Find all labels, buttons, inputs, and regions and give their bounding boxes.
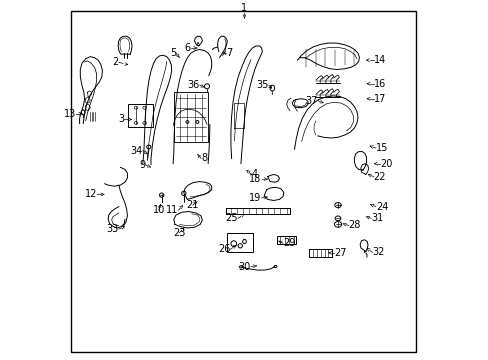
Text: 7: 7 bbox=[225, 48, 232, 58]
Bar bbox=[276, 236, 296, 244]
Text: 23: 23 bbox=[173, 228, 185, 238]
Text: 16: 16 bbox=[373, 79, 385, 89]
Bar bbox=[128, 104, 152, 127]
Text: 30: 30 bbox=[238, 261, 250, 271]
Text: 2: 2 bbox=[112, 57, 119, 67]
Text: 34: 34 bbox=[130, 145, 142, 156]
Text: 27: 27 bbox=[334, 248, 346, 258]
Text: 36: 36 bbox=[187, 80, 200, 90]
Text: 18: 18 bbox=[249, 174, 261, 184]
Text: 3: 3 bbox=[118, 114, 124, 125]
Text: 24: 24 bbox=[375, 202, 387, 212]
Text: 15: 15 bbox=[375, 143, 387, 153]
Text: 5: 5 bbox=[169, 48, 176, 58]
Text: 12: 12 bbox=[85, 189, 97, 199]
Text: 29: 29 bbox=[283, 238, 295, 248]
Text: 28: 28 bbox=[348, 220, 360, 230]
Text: 26: 26 bbox=[217, 244, 230, 255]
Text: 11: 11 bbox=[166, 205, 178, 215]
Bar bbox=[227, 233, 253, 252]
Text: 21: 21 bbox=[186, 200, 199, 210]
Text: 8: 8 bbox=[201, 153, 206, 163]
Text: 35: 35 bbox=[256, 80, 268, 90]
Text: 37: 37 bbox=[305, 95, 317, 105]
Text: 22: 22 bbox=[373, 172, 386, 181]
Text: 32: 32 bbox=[371, 247, 384, 257]
Text: 1: 1 bbox=[241, 3, 247, 13]
Text: 33: 33 bbox=[106, 224, 119, 234]
Bar bbox=[309, 249, 331, 257]
Text: 9: 9 bbox=[139, 160, 145, 170]
Text: 13: 13 bbox=[63, 109, 76, 119]
Text: 25: 25 bbox=[225, 213, 238, 223]
Text: 17: 17 bbox=[373, 94, 386, 104]
Text: 4: 4 bbox=[251, 170, 257, 179]
Text: 6: 6 bbox=[184, 43, 191, 53]
Text: 19: 19 bbox=[249, 193, 261, 203]
Text: 20: 20 bbox=[379, 159, 392, 169]
Text: 10: 10 bbox=[152, 205, 164, 215]
Text: 14: 14 bbox=[373, 55, 385, 65]
Text: 31: 31 bbox=[370, 213, 383, 223]
